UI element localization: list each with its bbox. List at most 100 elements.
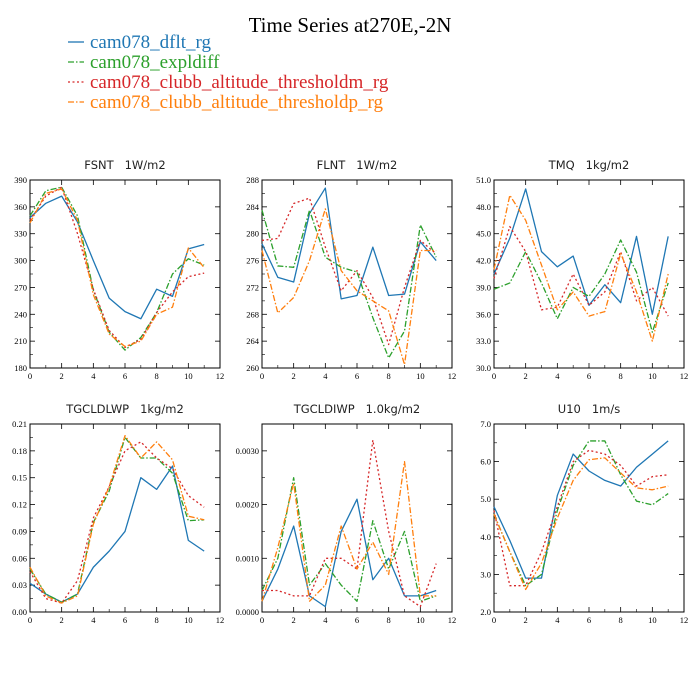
plot-frame bbox=[261, 179, 453, 369]
series-line-cam078_expldiff bbox=[261, 477, 437, 602]
series-line-cam078_clubb_altitude_thresholdp_rg bbox=[29, 434, 205, 604]
series-line-cam078_clubb_altitude_thresholdm_rg bbox=[493, 225, 669, 317]
y-tick-label: 280 bbox=[246, 229, 259, 239]
y-tick-label: 5.0 bbox=[480, 494, 491, 504]
x-tick-label: 10 bbox=[416, 615, 425, 625]
y-tick-label: 270 bbox=[14, 282, 27, 292]
legend-label: cam078_clubb_altitude_thresholdm_rg bbox=[90, 72, 389, 93]
y-tick-label: 0.0020 bbox=[236, 500, 259, 510]
chart-panel: FLNT 1W/m2 0 2 4 6 8 10 12 260 264 268 272 276 280 284… bbox=[246, 158, 456, 381]
x-tick-label: 0 bbox=[28, 615, 32, 625]
x-tick-label: 8 bbox=[155, 615, 159, 625]
series-line-cam078_clubb_altitude_thresholdm_rg bbox=[262, 439, 437, 608]
y-tick-label: 260 bbox=[246, 363, 259, 373]
y-tick-label: 0.0000 bbox=[236, 607, 259, 617]
x-tick-label: 10 bbox=[648, 371, 657, 381]
chart-panel: TGCLDLWP 1kg/m2 0 2 4 6 8 10 12 0.00 0.03 0.06 0.09… bbox=[12, 402, 224, 625]
legend-entry: cam078_dflt_rg bbox=[68, 32, 212, 53]
x-tick-label: 2 bbox=[60, 371, 64, 381]
y-tick-label: 284 bbox=[246, 202, 260, 212]
x-tick-label: 0 bbox=[28, 371, 32, 381]
legend-entry: cam078_clubb_altitude_thresholdm_rg bbox=[68, 72, 389, 93]
y-tick-label: 268 bbox=[246, 309, 259, 319]
y-tick-label: 7.0 bbox=[480, 419, 491, 429]
panel-title: U10 1m/s bbox=[558, 402, 620, 416]
chart-panels: FSNT 1W/m20 2 4 6 8 10 12180210240270300330360… bbox=[12, 158, 688, 625]
plot-frame bbox=[493, 179, 685, 369]
series-line-cam078_dflt_rg bbox=[493, 188, 669, 315]
x-tick-label: 12 bbox=[448, 615, 457, 625]
chart-panel: TGCLDIWP 1.0kg/m2 0 2 4 6 8 10 12 0.0000 0.0010 0.… bbox=[236, 402, 457, 625]
x-tick-label: 12 bbox=[680, 615, 689, 625]
x-tick-label: 4 bbox=[91, 371, 96, 381]
y-tick-label: 360 bbox=[14, 202, 27, 212]
y-tick-label: 33.0 bbox=[476, 336, 491, 346]
y-tick-label: 0.0010 bbox=[236, 553, 259, 563]
y-tick-label: 0.09 bbox=[12, 526, 27, 536]
series-line-cam078_dflt_rg bbox=[261, 498, 437, 608]
panel-title: TMQ 1kg/m2 bbox=[548, 158, 630, 172]
x-tick-label: 8 bbox=[619, 371, 623, 381]
series-line-cam078_expldiff bbox=[493, 239, 669, 333]
x-tick-label: 12 bbox=[216, 615, 225, 625]
series-line-cam078_clubb_altitude_thresholdm_rg bbox=[29, 186, 205, 349]
series-line-cam078_dflt_rg bbox=[29, 195, 205, 320]
y-tick-label: 390 bbox=[14, 175, 27, 185]
series-line-cam078_clubb_altitude_thresholdp_rg bbox=[261, 208, 437, 366]
y-tick-label: 3.0 bbox=[480, 569, 491, 579]
x-tick-label: 2 bbox=[292, 615, 296, 625]
series-line-cam078_clubb_altitude_thresholdm_rg bbox=[29, 441, 205, 604]
legend-entry: cam078_expldiff bbox=[68, 52, 220, 73]
y-tick-label: 330 bbox=[14, 229, 27, 239]
y-tick-label: 276 bbox=[246, 256, 259, 266]
x-tick-label: 0 bbox=[492, 615, 496, 625]
chart-panel: FSNT 1W/m2 0 2 4 6 8 10 12 180 210 240 270 300 330 360… bbox=[14, 158, 224, 381]
x-tick-label: 2 bbox=[60, 615, 64, 625]
x-tick-label: 0 bbox=[260, 371, 264, 381]
y-tick-label: 0.0030 bbox=[236, 446, 259, 456]
x-tick-label: 8 bbox=[155, 371, 159, 381]
x-tick-label: 10 bbox=[648, 615, 657, 625]
x-tick-label: 4 bbox=[91, 615, 96, 625]
x-tick-label: 2 bbox=[524, 615, 528, 625]
figure-title: Time Series at270E,-2N bbox=[249, 13, 452, 37]
y-tick-label: 180 bbox=[14, 363, 27, 373]
y-tick-label: 39.0 bbox=[476, 282, 491, 292]
x-tick-label: 4 bbox=[555, 371, 560, 381]
x-tick-label: 0 bbox=[260, 615, 264, 625]
series-line-cam078_expldiff bbox=[493, 440, 669, 587]
y-tick-label: 6.0 bbox=[480, 457, 491, 467]
y-tick-label: 0.03 bbox=[12, 580, 27, 590]
y-tick-label: 4.0 bbox=[480, 532, 491, 542]
y-tick-label: 240 bbox=[14, 309, 27, 319]
x-tick-label: 12 bbox=[448, 371, 457, 381]
series-line-cam078_expldiff bbox=[29, 186, 205, 351]
series-line-cam078_dflt_rg bbox=[29, 465, 205, 603]
legend-label: cam078_expldiff bbox=[90, 52, 220, 73]
x-tick-label: 10 bbox=[416, 371, 425, 381]
series-line-cam078_clubb_altitude_thresholdp_rg bbox=[29, 188, 205, 348]
plot-frame bbox=[29, 179, 221, 369]
panel-title: TGCLDLWP 1kg/m2 bbox=[65, 402, 184, 416]
chart-panel: U10 1m/s 0 2 4 6 8 10 12 2.0 3.0 4.0 5.0 6.0 7.0 bbox=[480, 402, 688, 625]
panel-title: FSNT 1W/m2 bbox=[84, 158, 165, 172]
panel-title: TGCLDIWP 1.0kg/m2 bbox=[293, 402, 421, 416]
y-tick-label: 36.0 bbox=[476, 309, 491, 319]
x-tick-label: 0 bbox=[492, 371, 496, 381]
x-tick-label: 8 bbox=[619, 615, 623, 625]
x-tick-label: 6 bbox=[355, 371, 359, 381]
chart-panel: TMQ 1kg/m2 0 2 4 6 8 10 12 30.0 33.0 36.0 39.0 42.0 4… bbox=[476, 158, 688, 381]
x-tick-label: 12 bbox=[680, 371, 689, 381]
plot-frame bbox=[261, 423, 453, 613]
series-line-cam078_dflt_rg bbox=[261, 187, 437, 300]
x-tick-label: 10 bbox=[184, 615, 193, 625]
panel-title: FLNT 1W/m2 bbox=[317, 158, 398, 172]
legend-label: cam078_dflt_rg bbox=[90, 32, 212, 53]
y-tick-label: 0.18 bbox=[12, 446, 27, 456]
x-tick-label: 4 bbox=[555, 615, 560, 625]
x-tick-label: 4 bbox=[323, 615, 328, 625]
legend-label: cam078_clubb_altitude_thresholdp_rg bbox=[90, 92, 384, 113]
x-tick-label: 2 bbox=[524, 371, 528, 381]
y-tick-label: 0.06 bbox=[12, 553, 27, 563]
y-tick-label: 0.15 bbox=[12, 473, 27, 483]
